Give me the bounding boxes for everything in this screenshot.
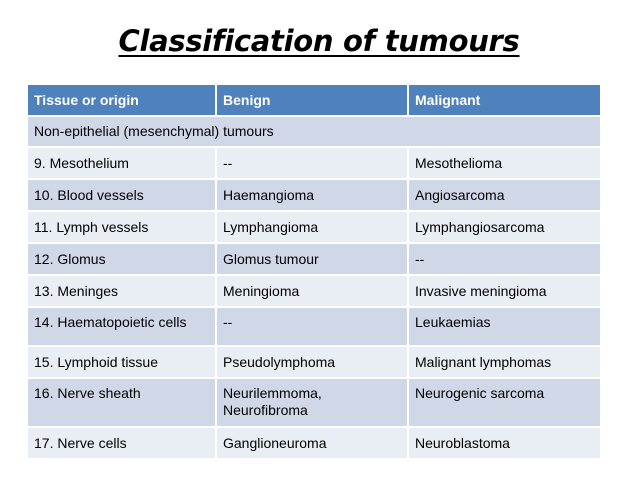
cell-benign: Lymphangioma bbox=[216, 211, 409, 244]
cell-benign: Pseudolymphoma bbox=[216, 346, 409, 379]
header-tissue-or-origin: Tissue or origin bbox=[28, 85, 217, 117]
cell-tissue: 10. Blood vessels bbox=[28, 179, 217, 212]
cell-benign: -- bbox=[216, 307, 409, 347]
cell-benign: Ganglioneuroma bbox=[216, 427, 409, 460]
cell-tissue: 12. Glomus bbox=[28, 243, 217, 276]
cell-tissue: 11. Lymph vessels bbox=[28, 211, 217, 244]
table-row: 9. Mesothelium -- Mesothelioma bbox=[28, 147, 600, 180]
cell-tissue: 15. Lymphoid tissue bbox=[28, 346, 217, 379]
table-header-row: Tissue or origin Benign Malignant bbox=[28, 85, 600, 117]
cell-tissue: 16. Nerve sheath bbox=[28, 378, 217, 428]
cell-malignant: -- bbox=[408, 243, 600, 276]
cell-tissue: 13. Meninges bbox=[28, 275, 217, 308]
cell-benign: Meningioma bbox=[216, 275, 409, 308]
table-row: 13. Meninges Meningioma Invasive meningi… bbox=[28, 275, 600, 308]
cell-malignant: Neurogenic sarcoma bbox=[408, 378, 600, 428]
cell-tissue: 17. Nerve cells bbox=[28, 427, 217, 460]
table-row: 11. Lymph vessels Lymphangioma Lymphangi… bbox=[28, 211, 600, 244]
classification-table: Tissue or origin Benign Malignant Non-ep… bbox=[28, 85, 600, 460]
cell-malignant: Invasive meningioma bbox=[408, 275, 600, 308]
table-row: 12. Glomus Glomus tumour -- bbox=[28, 243, 600, 276]
cell-malignant: Angiosarcoma bbox=[408, 179, 600, 212]
cell-benign: Glomus tumour bbox=[216, 243, 409, 276]
cell-benign: -- bbox=[216, 147, 409, 180]
table-row: 15. Lymphoid tissue Pseudolymphoma Malig… bbox=[28, 346, 600, 379]
cell-malignant: Mesothelioma bbox=[408, 147, 600, 180]
page-title: Classification of tumours bbox=[118, 24, 520, 58]
cell-tissue: 9. Mesothelium bbox=[28, 147, 217, 180]
cell-tissue: 14. Haematopoietic cells bbox=[28, 307, 217, 347]
header-benign: Benign bbox=[216, 85, 409, 117]
cell-malignant: Lymphangiosarcoma bbox=[408, 211, 600, 244]
table-row: 14. Haematopoietic cells -- Leukaemias bbox=[28, 307, 600, 347]
cell-malignant: Malignant lymphomas bbox=[408, 346, 600, 379]
section-row: Non-epithelial (mesenchymal) tumours bbox=[28, 116, 600, 148]
table-row: 17. Nerve cells Ganglioneuroma Neuroblas… bbox=[28, 427, 600, 460]
cell-benign: Haemangioma bbox=[216, 179, 409, 212]
header-malignant: Malignant bbox=[408, 85, 600, 117]
cell-malignant: Neuroblastoma bbox=[408, 427, 600, 460]
section-label: Non-epithelial (mesenchymal) tumours bbox=[28, 116, 600, 148]
cell-malignant: Leukaemias bbox=[408, 307, 600, 347]
table-row: 16. Nerve sheath Neurilemmoma, Neurofibr… bbox=[28, 378, 600, 428]
cell-benign: Neurilemmoma, Neurofibroma bbox=[216, 378, 409, 428]
table-row: 10. Blood vessels Haemangioma Angiosarco… bbox=[28, 179, 600, 212]
